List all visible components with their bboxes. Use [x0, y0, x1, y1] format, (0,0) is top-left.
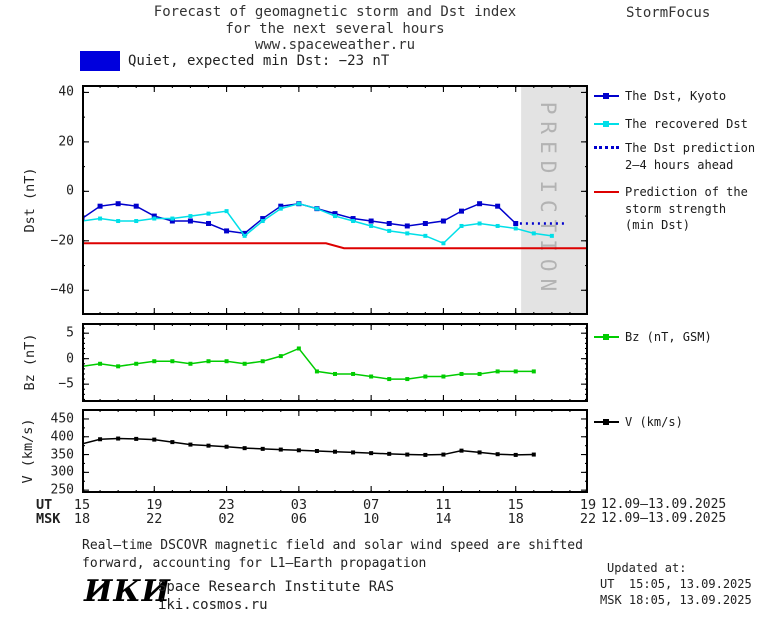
dst-y-tick-label: −40	[50, 282, 74, 298]
v-y-tick-label: 250	[50, 482, 74, 498]
storm-status: Quiet, expected min Dst: −23 nT	[80, 51, 389, 71]
legend-storm-strength-line1: Prediction of the	[625, 185, 748, 199]
legend-marker-square	[603, 419, 609, 425]
legend-marker-square	[603, 334, 609, 340]
msk-axis-row: MSK 18 22 02 06 10 14 18 22 12.09–13.09.2025	[0, 511, 760, 527]
dst-y-tick-label: 20	[58, 134, 74, 150]
v-y-tick-label: 300	[50, 464, 74, 480]
v-y-tick-label: 450	[50, 411, 74, 427]
msk-row-label: MSK	[36, 511, 61, 527]
legend-dst-prediction: The Dst prediction 2–4 hours ahead	[594, 140, 755, 173]
msk-tick-label: 18	[73, 511, 91, 527]
legend-dst-kyoto-label: The Dst, Kyoto	[625, 89, 727, 103]
legend-dst-kyoto: The Dst, Kyoto	[594, 88, 726, 105]
ut-tick-label: 15	[507, 497, 524, 513]
v-y-tick-label: 350	[50, 447, 74, 463]
title-line-2: for the next several hours	[225, 20, 445, 37]
site-url: www.spaceweather.ru	[254, 37, 416, 53]
prediction-zone	[521, 85, 588, 315]
dst-plot-svg: PREDICTION	[79, 85, 589, 316]
updated-at-label: Updated at:	[607, 561, 687, 575]
ut-date-range: 12.09–13.09.2025	[601, 497, 727, 512]
ut-tick-label: 15	[73, 497, 91, 513]
legend-recovered-dst-label: The recovered Dst	[625, 117, 748, 131]
ut-tick-label: 03	[290, 497, 307, 513]
dst-y-tick-label: −20	[50, 233, 74, 249]
msk-tick-label: 22	[146, 511, 163, 527]
legend-dst-prediction-label: The Dst prediction 2–4 hours ahead	[625, 140, 755, 173]
prediction-dotted-line-sample	[594, 146, 619, 149]
storm-strength-line-sample	[594, 191, 619, 193]
bz-y-tick-label: −5	[58, 376, 74, 392]
ut-row-label: UT	[36, 497, 53, 513]
bz-chart: 5 0 −5	[58, 322, 589, 402]
propagation-note: Real–time DSCOVR magnetic field and sola…	[82, 537, 583, 572]
dst-axis-label: Dst (nT)	[22, 167, 38, 233]
dst-kyoto-line-sample	[594, 93, 619, 99]
msk-tick-label: 06	[290, 511, 307, 527]
msk-tick-label: 10	[363, 511, 380, 527]
ut-tick-label: 11	[435, 497, 452, 513]
v-y-tick-label: 400	[50, 429, 74, 445]
legend-storm-strength: Prediction of the storm strength (min Ds…	[594, 184, 748, 234]
title-line-1: Forecast of geomagnetic storm and Dst in…	[153, 4, 517, 20]
propagation-note-line2: forward, accounting for L1–Earth propaga…	[82, 555, 427, 571]
msk-tick-label: 02	[218, 511, 235, 527]
propagation-note-line1: Real–time DSCOVR magnetic field and sola…	[82, 538, 583, 553]
v-line-sample	[594, 419, 619, 425]
institute-name: Space Research Institute RAS	[158, 579, 395, 595]
v-chart: 450 400 350 300 250	[51, 409, 589, 498]
dst-y-tick-label: 0	[66, 183, 74, 199]
bz-y-tick-label: 0	[66, 351, 74, 367]
legend-dst-prediction-line1: The Dst prediction	[625, 141, 756, 155]
updated-ut-time: UT 15:05, 13.09.2025	[600, 577, 752, 591]
recovered-dst-line-sample	[594, 121, 619, 127]
institute-site: iki.cosmos.ru	[158, 597, 268, 613]
page-title: Forecast of geomagnetic storm and Dst in…	[60, 4, 610, 54]
msk-tick-label: 18	[507, 511, 524, 527]
msk-date-range: 12.09–13.09.2025	[601, 511, 727, 526]
legend-bz: Bz (nT, GSM)	[594, 329, 712, 346]
iki-logo: ИКИ	[84, 574, 171, 609]
updated-msk-time: MSK 18:05, 13.09.2025	[600, 593, 752, 607]
legend-recovered-dst: The recovered Dst	[594, 116, 748, 133]
legend-storm-strength-line3: (min Dst)	[625, 218, 691, 232]
status-color-box	[80, 51, 120, 71]
msk-tick-label: 14	[435, 511, 452, 527]
legend-v: V (km/s)	[594, 414, 683, 431]
bz-axis-label: Bz (nT)	[22, 333, 38, 391]
brand-stormfocus: StormFocus	[626, 5, 711, 21]
legend-v-label: V (km/s)	[625, 415, 683, 429]
bz-line-sample	[594, 334, 619, 340]
ut-tick-label: 19	[146, 497, 163, 513]
ut-tick-label: 19	[579, 497, 597, 513]
dst-y-tick-label: 40	[58, 84, 74, 100]
legend-storm-strength-line2: storm strength	[625, 201, 727, 216]
v-axis-label: V (km/s)	[20, 418, 36, 484]
ut-axis-row: UT 15 19 23 03 07 11 15 19 12.09–13.09.2025	[0, 497, 760, 513]
v-plot-svg	[80, 409, 589, 493]
bz-plot-svg	[80, 322, 589, 402]
msk-tick-label: 22	[579, 511, 597, 527]
ut-tick-label: 23	[218, 497, 235, 513]
status-text: Quiet, expected min Dst: −23 nT	[128, 53, 390, 69]
legend-bz-label: Bz (nT, GSM)	[625, 330, 712, 344]
bz-y-tick-label: 5	[66, 325, 74, 341]
legend-storm-strength-label: Prediction of the storm strength (min Ds…	[625, 184, 748, 234]
legend-marker-square	[603, 93, 609, 99]
legend-dst-prediction-line2: 2–4 hours ahead	[625, 157, 734, 172]
legend-marker-square	[603, 121, 609, 127]
prediction-zone-text: PREDICTION	[536, 102, 560, 298]
ut-tick-label: 07	[363, 497, 380, 513]
dst-chart: PREDICTION 40 20 0 −20 −40	[51, 85, 589, 316]
